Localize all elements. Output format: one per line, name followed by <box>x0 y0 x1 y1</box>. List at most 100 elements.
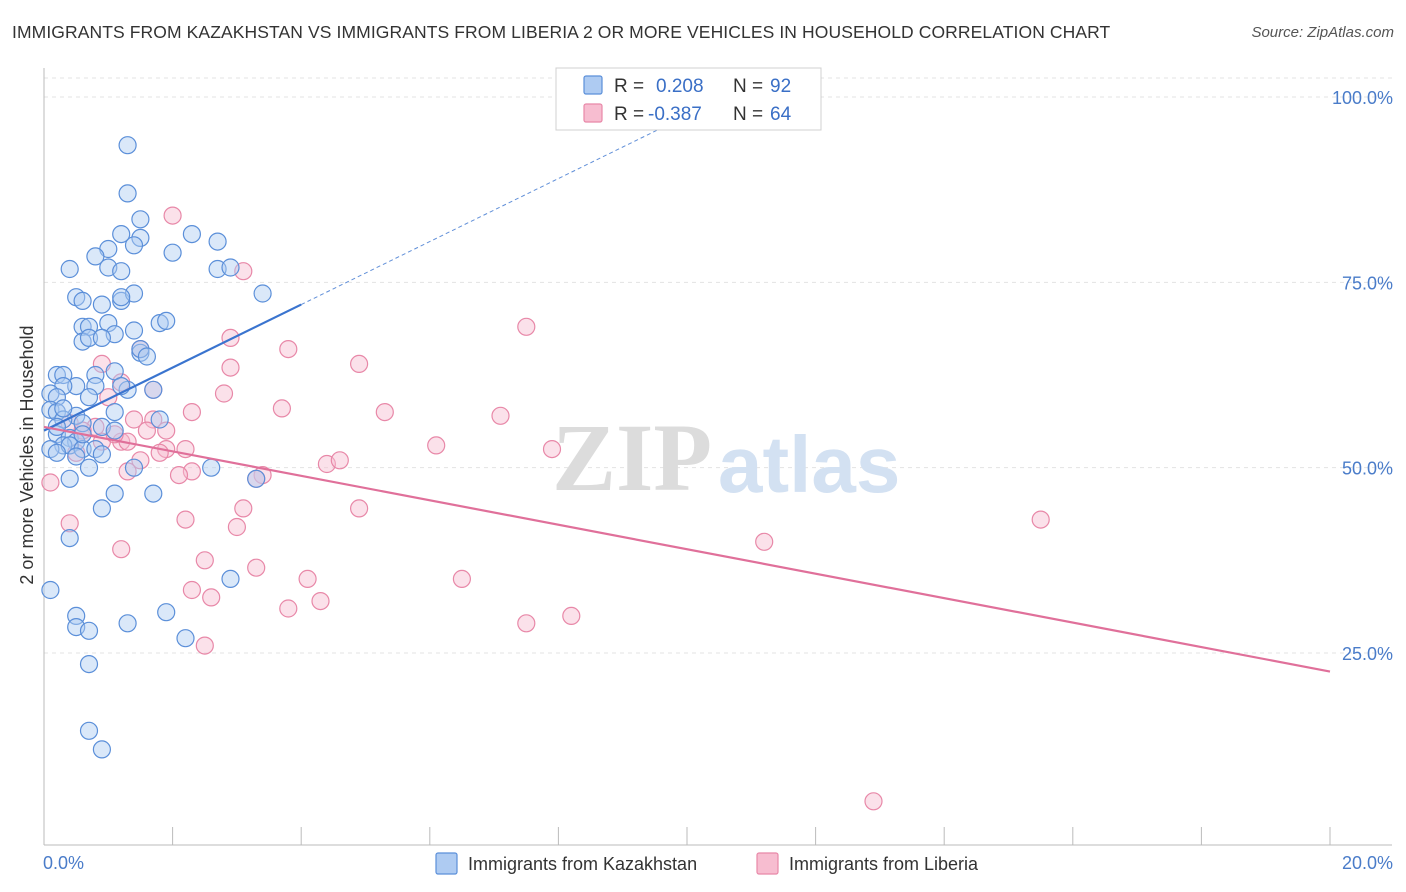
point-liberia <box>195 551 214 570</box>
bottom-legend-swatch-kazakhstan <box>435 852 458 875</box>
point-kazakhstan <box>60 259 79 279</box>
legend-n-label-kazakhstan: N = <box>733 76 763 97</box>
point-liberia <box>247 558 266 577</box>
top-legend: R = 0.208 N = 92 R = -0.387 N = 64 <box>555 67 822 131</box>
point-liberia <box>182 580 201 600</box>
gridlines <box>44 77 1392 654</box>
point-kazakhstan <box>182 225 201 244</box>
point-kazakhstan <box>118 184 137 203</box>
point-liberia <box>330 451 349 470</box>
legend-n-label-liberia: N = <box>733 104 763 125</box>
point-kazakhstan <box>41 580 60 600</box>
x-tick-labels: 0.0% 20.0% <box>43 853 1393 873</box>
y-tick-label: 75.0% <box>1342 273 1393 293</box>
point-kazakhstan <box>202 458 221 477</box>
point-kazakhstan <box>79 388 99 407</box>
point-kazakhstan <box>124 321 144 340</box>
y-tick-label: 25.0% <box>1342 644 1393 664</box>
point-kazakhstan <box>208 232 227 251</box>
point-kazakhstan <box>79 721 99 740</box>
trend-extension-kazakhstan <box>300 115 688 306</box>
point-kazakhstan <box>112 288 131 307</box>
point-liberia <box>350 499 369 518</box>
point-kazakhstan <box>112 262 131 281</box>
point-kazakhstan <box>124 236 144 255</box>
bottom-legend: Immigrants from Kazakhstan Immigrants fr… <box>435 852 979 875</box>
point-kazakhstan <box>157 311 176 330</box>
x-tick-label: 0.0% <box>43 853 84 873</box>
point-kazakhstan <box>144 484 163 503</box>
point-kazakhstan <box>73 291 92 310</box>
point-liberia <box>41 473 60 492</box>
watermark-zip: ZIP <box>552 404 712 511</box>
point-kazakhstan <box>73 317 92 336</box>
point-liberia <box>131 451 150 470</box>
point-kazakhstan <box>253 284 272 303</box>
legend-swatch-liberia <box>583 103 603 123</box>
bottom-legend-swatch-liberia <box>756 852 779 875</box>
point-kazakhstan <box>247 469 266 488</box>
bottom-legend-label-kazakhstan: Immigrants from Kazakhstan <box>468 854 697 874</box>
point-liberia <box>755 532 774 551</box>
legend-r-value-kazakhstan: 0.208 <box>656 76 704 97</box>
chart-title: IMMIGRANTS FROM KAZAKHSTAN VS IMMIGRANTS… <box>12 22 1111 42</box>
legend-r-value-liberia: -0.387 <box>648 104 702 125</box>
point-liberia <box>221 358 240 377</box>
legend-r-label-liberia: R = <box>614 104 644 125</box>
point-liberia <box>562 606 581 626</box>
point-liberia <box>221 328 240 347</box>
watermark-atlas: atlas <box>718 420 900 509</box>
point-liberia <box>517 614 536 633</box>
point-liberia <box>227 517 246 537</box>
point-kazakhstan <box>112 225 131 244</box>
point-liberia <box>195 636 214 655</box>
point-liberia <box>214 384 234 403</box>
point-kazakhstan <box>137 347 156 366</box>
point-liberia <box>176 510 195 529</box>
point-liberia <box>491 406 510 425</box>
point-kazakhstan <box>79 654 99 674</box>
point-kazakhstan <box>79 328 99 347</box>
point-kazakhstan <box>60 469 79 488</box>
point-kazakhstan <box>92 499 112 518</box>
point-kazakhstan <box>131 340 150 359</box>
point-liberia <box>112 540 131 559</box>
point-liberia <box>864 792 883 811</box>
point-kazakhstan <box>92 445 112 464</box>
bottom-legend-label-liberia: Immigrants from Liberia <box>789 854 979 874</box>
legend-n-value-kazakhstan: 92 <box>770 76 791 97</box>
point-kazakhstan <box>131 228 150 247</box>
legend-n-value-liberia: 64 <box>770 104 792 125</box>
point-liberia <box>517 317 536 336</box>
y-axis-label: 2 or more Vehicles in Household <box>17 325 37 584</box>
y-tick-label: 50.0% <box>1342 459 1393 479</box>
point-liberia <box>144 410 163 429</box>
point-kazakhstan <box>118 614 137 633</box>
point-liberia <box>137 421 156 440</box>
point-kazakhstan <box>67 377 86 396</box>
point-kazakhstan <box>92 328 112 347</box>
trend-line-liberia <box>43 425 1331 673</box>
legend-swatch-kazakhstan <box>583 75 603 95</box>
point-liberia <box>427 436 446 455</box>
point-kazakhstan <box>105 421 124 440</box>
point-liberia <box>311 591 330 611</box>
point-kazakhstan <box>92 740 112 759</box>
point-kazakhstan <box>221 258 240 277</box>
y-tick-label: 100.0% <box>1332 88 1393 108</box>
point-kazakhstan <box>157 603 176 622</box>
point-liberia <box>375 403 394 422</box>
point-kazakhstan <box>67 447 86 466</box>
point-kazakhstan <box>86 377 105 396</box>
trend-line-kazakhstan <box>43 303 302 432</box>
point-liberia <box>279 599 298 618</box>
trend-lines <box>43 115 1331 673</box>
point-liberia <box>60 514 79 533</box>
point-kazakhstan <box>131 210 150 229</box>
point-liberia <box>279 340 298 359</box>
point-liberia <box>169 466 189 485</box>
point-liberia <box>272 399 291 418</box>
point-liberia <box>202 588 221 607</box>
x-ticks <box>43 827 1331 845</box>
point-liberia <box>182 403 201 422</box>
